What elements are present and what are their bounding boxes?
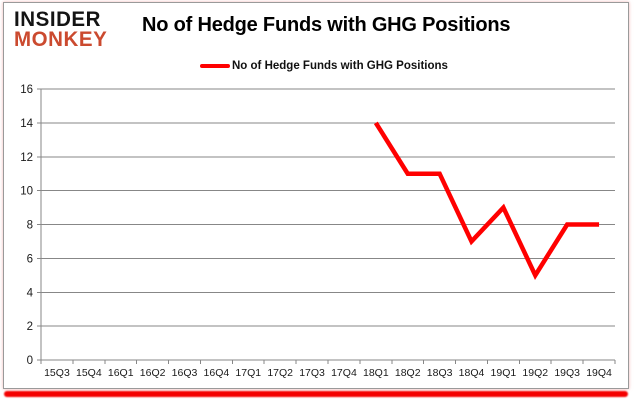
chart-card: INSIDER MONKEY No of Hedge Funds with GH… xyxy=(3,2,629,389)
logo-text-monkey: MONKEY xyxy=(14,27,108,52)
legend-label: No of Hedge Funds with GHG Positions xyxy=(232,60,448,72)
logo-text-insider: INSIDER xyxy=(14,7,102,32)
chart-title: No of Hedge Funds with GHG Positions xyxy=(142,14,511,36)
insider-monkey-logo: INSIDER MONKEY xyxy=(14,8,107,50)
chart-legend: No of Hedge Funds with GHG Positions xyxy=(200,59,448,73)
legend-line-swatch xyxy=(200,64,230,68)
bottom-red-bar xyxy=(4,391,628,397)
